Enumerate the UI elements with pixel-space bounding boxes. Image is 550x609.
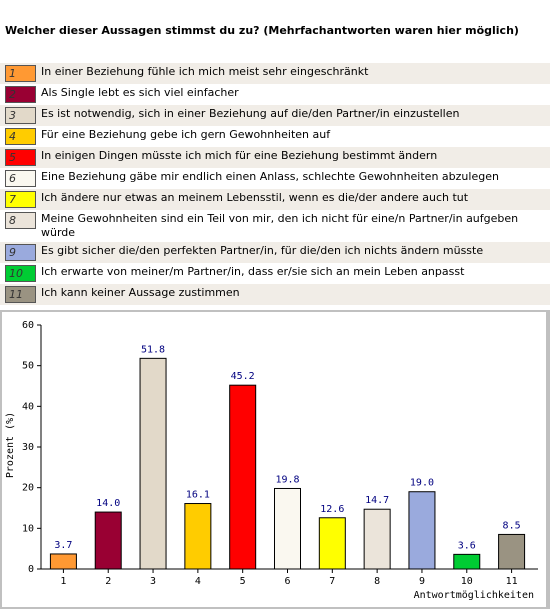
legend-swatch: 3: [5, 107, 36, 124]
y-tick-label: 50: [22, 361, 34, 372]
legend-text: Ich kann keiner Aussage zustimmen: [41, 286, 240, 299]
legend-row: 3 Es ist notwendig, sich in einer Beziehu…: [0, 105, 550, 126]
legend-swatch: 2: [5, 86, 36, 103]
value-label: 51.8: [141, 344, 165, 355]
legend-text: Eine Beziehung gäbe mir endlich einen An…: [41, 170, 499, 183]
legend-swatch: 10: [5, 265, 36, 282]
y-tick-label: 40: [22, 401, 34, 412]
legend-row: 11 Ich kann keiner Aussage zustimmen: [0, 284, 550, 305]
legend-text: In einigen Dingen müsste ich mich für ei…: [41, 149, 438, 162]
legend-text: In einer Beziehung fühle ich mich meist …: [41, 65, 369, 78]
legend-swatch: 7: [5, 191, 36, 208]
x-tick-label: 9: [419, 576, 425, 587]
legend-swatch: 9: [5, 244, 36, 261]
bar: [139, 357, 167, 570]
x-tick-label: 1: [60, 576, 66, 587]
legend-swatch: 5: [5, 149, 36, 166]
x-tick-label: 6: [284, 576, 290, 587]
y-tick-label: 30: [22, 442, 34, 453]
legend: 1 In einer Beziehung fühle ich mich meist…: [0, 63, 550, 305]
value-label: 16.1: [186, 490, 210, 501]
value-label: 19.0: [410, 478, 434, 489]
legend-swatch: 11: [5, 286, 36, 303]
bar: [184, 503, 212, 570]
legend-swatch: 1: [5, 65, 36, 82]
value-label: 3.6: [458, 540, 476, 551]
x-tick-label: 10: [461, 576, 473, 587]
legend-text: Es gibt sicher die/den perfekten Partner…: [41, 244, 484, 257]
legend-row: 6 Eine Beziehung gäbe mir endlich einen A…: [0, 168, 550, 189]
value-label: 14.0: [96, 498, 120, 509]
y-axis-label: Prozent (%): [5, 412, 16, 478]
legend-row: 8 Meine Gewohnheiten sind ein Teil von mi…: [0, 210, 550, 242]
value-label: 8.5: [503, 520, 521, 531]
x-tick-label: 8: [374, 576, 380, 587]
bar: [49, 553, 77, 570]
bar: [318, 517, 346, 570]
y-tick-label: 10: [22, 523, 34, 534]
y-tick-label: 60: [22, 320, 34, 331]
legend-swatch: 8: [5, 212, 36, 229]
x-tick-label: 4: [195, 576, 201, 587]
value-label: 19.8: [275, 474, 299, 485]
legend-text: Meine Gewohnheiten sind ein Teil von mir…: [41, 212, 519, 239]
legend-text: Ich ändere nur etwas an meinem Lebenssti…: [41, 191, 469, 204]
bar: [229, 384, 257, 570]
value-label: 14.7: [365, 495, 389, 506]
bar: [408, 491, 436, 570]
y-tick-label: 20: [22, 483, 34, 494]
legend-row: 5 In einigen Dingen müsste ich mich für e…: [0, 147, 550, 168]
bar: [363, 508, 391, 570]
chart: Prozent (%) Antwortmöglichkeiten 0 10 20 30…: [0, 310, 550, 609]
legend-text: Als Single lebt es sich viel einfacher: [41, 86, 239, 99]
bar: [453, 553, 481, 570]
legend-text: Es ist notwendig, sich in einer Beziehun…: [41, 107, 460, 120]
bar: [498, 533, 526, 570]
value-label: 3.7: [54, 540, 72, 551]
bar: [274, 487, 301, 570]
legend-text: Für eine Beziehung gebe ich gern Gewohnh…: [41, 128, 331, 141]
legend-text: Ich erwarte von meiner/m Partner/in, das…: [41, 265, 465, 278]
legend-row: 9 Es gibt sicher die/den perfekten Partne…: [0, 242, 550, 263]
legend-row: 7 Ich ändere nur etwas an meinem Lebensst…: [0, 189, 550, 210]
bar: [94, 511, 122, 570]
legend-swatch: 6: [5, 170, 36, 187]
value-label: 45.2: [231, 371, 255, 382]
x-axis-label: Antwortmöglichkeiten: [414, 590, 534, 601]
x-tick-label: 5: [240, 576, 246, 587]
x-tick-label: 3: [150, 576, 156, 587]
y-tick-label: 0: [28, 564, 34, 575]
legend-row: 4 Für eine Beziehung gebe ich gern Gewohn…: [0, 126, 550, 147]
chart-title: Welcher dieser Aussagen stimmst du zu? (…: [5, 24, 519, 37]
x-tick-label: 11: [506, 576, 518, 587]
legend-swatch: 4: [5, 128, 36, 145]
x-tick-label: 2: [105, 576, 111, 587]
x-tick-label: 7: [329, 576, 335, 587]
value-label: 12.6: [320, 504, 344, 515]
legend-row: 1 In einer Beziehung fühle ich mich meist…: [0, 63, 550, 84]
legend-row: 10 Ich erwarte von meiner/m Partner/in, d…: [0, 263, 550, 284]
legend-row: 2 Als Single lebt es sich viel einfacher: [0, 84, 550, 105]
